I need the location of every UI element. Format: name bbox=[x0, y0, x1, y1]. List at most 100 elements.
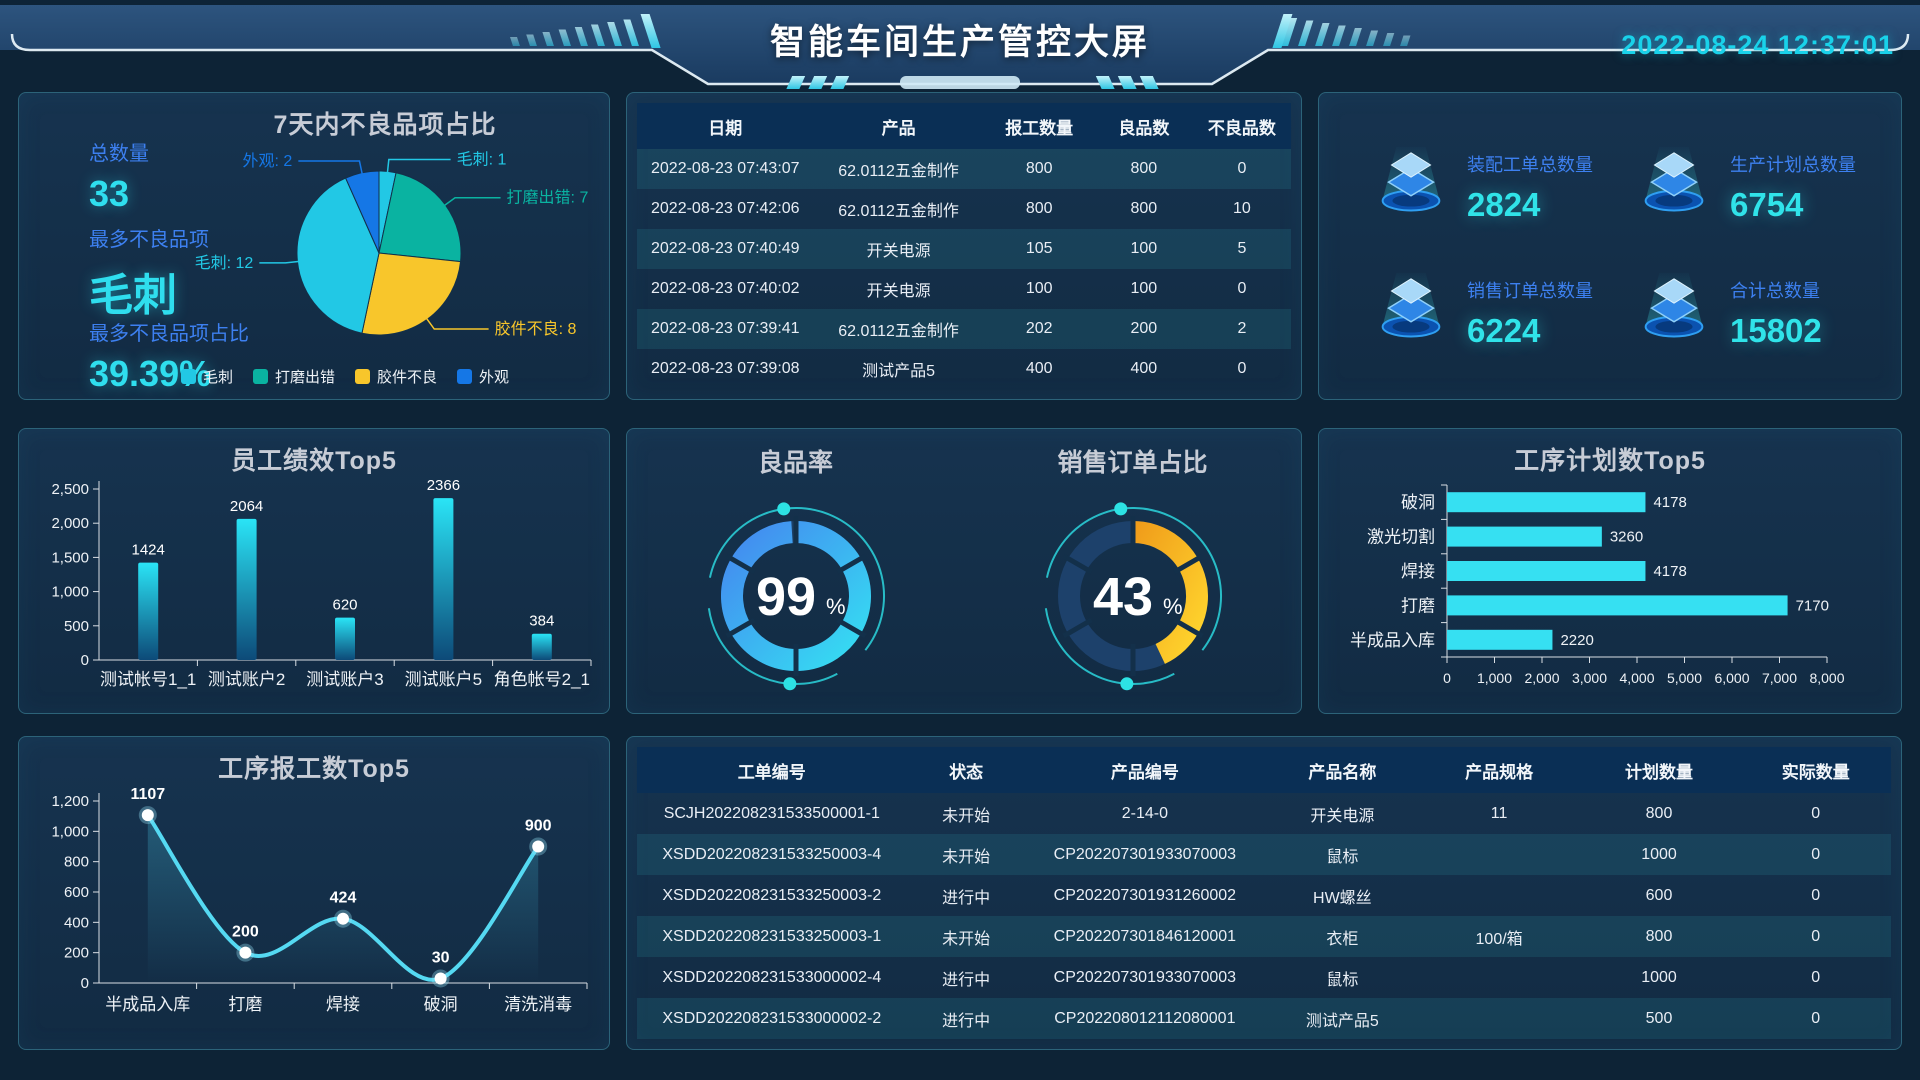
table-row: 2022-08-23 07:39:41 62.0112五金制作 202 200 2 bbox=[637, 309, 1291, 349]
table-cell: 800 bbox=[1130, 200, 1158, 217]
svg-text:7170: 7170 bbox=[1796, 597, 1829, 614]
svg-text:破洞: 破洞 bbox=[1401, 493, 1435, 512]
table-header-row: 工单编号 状态 产品编号 产品名称 产品规格 计划数量 实际数量 bbox=[637, 747, 1891, 793]
table-cell: 0 bbox=[1237, 160, 1247, 177]
table-cell: XSDD202208231533250003-2 bbox=[662, 886, 882, 904]
table-cell: 400 bbox=[1130, 360, 1158, 377]
table-cell: 2022-08-23 07:39:41 bbox=[651, 320, 800, 337]
svg-text:打磨: 打磨 bbox=[1401, 596, 1435, 615]
table-row: XSDD202208231533250003-2 进行中 CP20220730193… bbox=[637, 875, 1891, 916]
header-slashes-left bbox=[510, 14, 661, 48]
stat-card-label: 生产计划总数量 bbox=[1730, 154, 1856, 175]
legend-label: 毛刺 bbox=[202, 369, 233, 386]
svg-text:2,500: 2,500 bbox=[51, 481, 89, 498]
table-row: XSDD202208231533250003-4 未开始 CP20220730193… bbox=[637, 834, 1891, 875]
bar bbox=[138, 562, 159, 660]
svg-text:424: 424 bbox=[330, 890, 357, 907]
svg-text:1,000: 1,000 bbox=[51, 823, 89, 840]
legend-swatch bbox=[180, 369, 196, 384]
column-header: 产品编号 bbox=[1110, 762, 1179, 782]
employee-bar-chart: 0 500 1,000 1,500 2,000 2,500 1424 测试帐号1_1 2064 测… bbox=[51, 477, 592, 689]
panel-title: 7天内不良品项占比 bbox=[273, 111, 497, 139]
page-title: 智能车间生产管控大屏 bbox=[769, 23, 1151, 62]
header-bottom-deco bbox=[786, 76, 1159, 89]
gauge-sales-ratio: 销售订单占比 43% bbox=[964, 429, 1301, 713]
table-cell: 1000 bbox=[1641, 968, 1677, 986]
svg-text:测试账户2: 测试账户2 bbox=[208, 670, 285, 689]
data-point bbox=[239, 946, 252, 959]
svg-text:500: 500 bbox=[64, 618, 89, 635]
table-cell: 2022-08-23 07:40:49 bbox=[651, 240, 800, 257]
svg-text:打磨: 打磨 bbox=[228, 995, 262, 1014]
column-header: 产品名称 bbox=[1308, 762, 1377, 782]
stack-layers-icon bbox=[1644, 271, 1704, 338]
process-plan-hbar-chart: 0 1,000 2,000 3,000 4,000 5,000 6,000 7,000 8,00… bbox=[1350, 484, 1845, 686]
table-row: XSDD202208231533000002-2 进行中 CP20220801211… bbox=[637, 998, 1891, 1039]
bar bbox=[1447, 492, 1646, 513]
table-cell: CP202207301931260002 bbox=[1053, 886, 1237, 904]
table-cell: 2022-08-23 07:42:06 bbox=[651, 200, 800, 217]
bar bbox=[1447, 629, 1553, 650]
process-report-line-chart: 0 200 400 600 800 1,000 1,200 1107 半成品入库 200 打磨 424… bbox=[51, 787, 588, 1014]
table-cell: 进行中 bbox=[942, 1012, 991, 1030]
column-header: 良品数 bbox=[1118, 118, 1170, 138]
gauge-value: 43 bbox=[1092, 567, 1152, 627]
stat-value: 毛刺 bbox=[89, 271, 177, 320]
table-cell: 开关电源 bbox=[866, 283, 931, 300]
svg-text:焊接: 焊接 bbox=[1401, 562, 1435, 581]
table-cell: 0 bbox=[1811, 886, 1821, 904]
panel-title: 员工绩效Top5 bbox=[231, 447, 397, 475]
pie-callout-label: 毛刺: 12 bbox=[195, 254, 254, 272]
table-row: 2022-08-23 07:40:02 开关电源 100 100 0 bbox=[637, 269, 1291, 309]
data-point bbox=[337, 912, 349, 925]
stack-layers-icon bbox=[1644, 145, 1704, 212]
svg-text:0: 0 bbox=[1443, 670, 1451, 686]
pie-callout-label: 外观: 2 bbox=[243, 152, 293, 170]
column-header: 工单编号 bbox=[737, 762, 806, 782]
svg-text:1,000: 1,000 bbox=[51, 584, 89, 601]
stat-card-sales-orders: 销售订单总数量 6224 bbox=[1367, 253, 1622, 373]
stat-card-total: 合计总数量 15802 bbox=[1630, 253, 1885, 373]
table-cell: XSDD202208231533250003-1 bbox=[662, 927, 882, 945]
stat-label: 总数量 bbox=[89, 143, 149, 165]
table-row: XSDD202208231533250003-1 未开始 CP20220730184… bbox=[637, 916, 1891, 957]
table-cell: 62.0112五金制作 bbox=[838, 163, 959, 180]
table-cell: 测试产品5 bbox=[862, 363, 936, 380]
stack-layers-icon bbox=[1381, 271, 1441, 338]
table-row: 2022-08-23 07:39:08 测试产品5 400 400 0 bbox=[637, 349, 1291, 389]
column-header: 不良品数 bbox=[1207, 118, 1276, 138]
table-cell: 鼠标 bbox=[1326, 971, 1359, 989]
bar bbox=[335, 617, 355, 660]
bar bbox=[433, 498, 454, 660]
good-rate-gauge-chart: 99% bbox=[707, 502, 885, 691]
panel-defect-ratio: 7天内不良品项占比 总数量 33 最多不良品项 毛刺 最多不良品项占比 39.3… bbox=[18, 92, 610, 400]
column-header: 报工数量 bbox=[1005, 118, 1074, 138]
svg-text:2366: 2366 bbox=[427, 477, 460, 494]
stat-card-value: 15802 bbox=[1730, 311, 1822, 349]
table-cell: XSDD202208231533000002-4 bbox=[662, 968, 882, 986]
table-cell: 未开始 bbox=[942, 930, 991, 948]
svg-text:测试账户3: 测试账户3 bbox=[306, 670, 383, 689]
svg-text:600: 600 bbox=[64, 884, 89, 901]
svg-text:清洗消毒: 清洗消毒 bbox=[504, 995, 572, 1014]
svg-text:200: 200 bbox=[64, 945, 89, 962]
table-cell: 800 bbox=[1645, 927, 1673, 945]
stack-layers-icon bbox=[1381, 145, 1441, 212]
table-cell: 0 bbox=[1811, 927, 1821, 945]
table-row: XSDD202208231533000002-4 进行中 CP20220730193… bbox=[637, 957, 1891, 998]
table-cell: 400 bbox=[1025, 360, 1053, 377]
svg-text:1424: 1424 bbox=[132, 542, 165, 559]
svg-text:%: % bbox=[826, 594, 846, 619]
svg-text:8,000: 8,000 bbox=[1809, 670, 1844, 686]
svg-text:3,000: 3,000 bbox=[1572, 670, 1607, 686]
panel-title: 工序报工数Top5 bbox=[218, 755, 410, 783]
table-cell: HW螺丝 bbox=[1313, 889, 1372, 907]
pie-callout-label: 毛刺: 1 bbox=[457, 151, 507, 169]
table-cell: CP202208012112080001 bbox=[1054, 1009, 1236, 1027]
table-row: SCJH202208231533500001-1 未开始 2-14-0 开关电源 11 8… bbox=[637, 793, 1891, 834]
svg-text:角色帐号2_1: 角色帐号2_1 bbox=[494, 670, 590, 689]
table-cell: 11 bbox=[1490, 804, 1508, 822]
svg-text:激光切割: 激光切割 bbox=[1367, 528, 1435, 547]
panel-gauges: 良品率 99% 销售订单占比 43% bbox=[626, 428, 1302, 714]
table-cell: 800 bbox=[1025, 200, 1053, 217]
